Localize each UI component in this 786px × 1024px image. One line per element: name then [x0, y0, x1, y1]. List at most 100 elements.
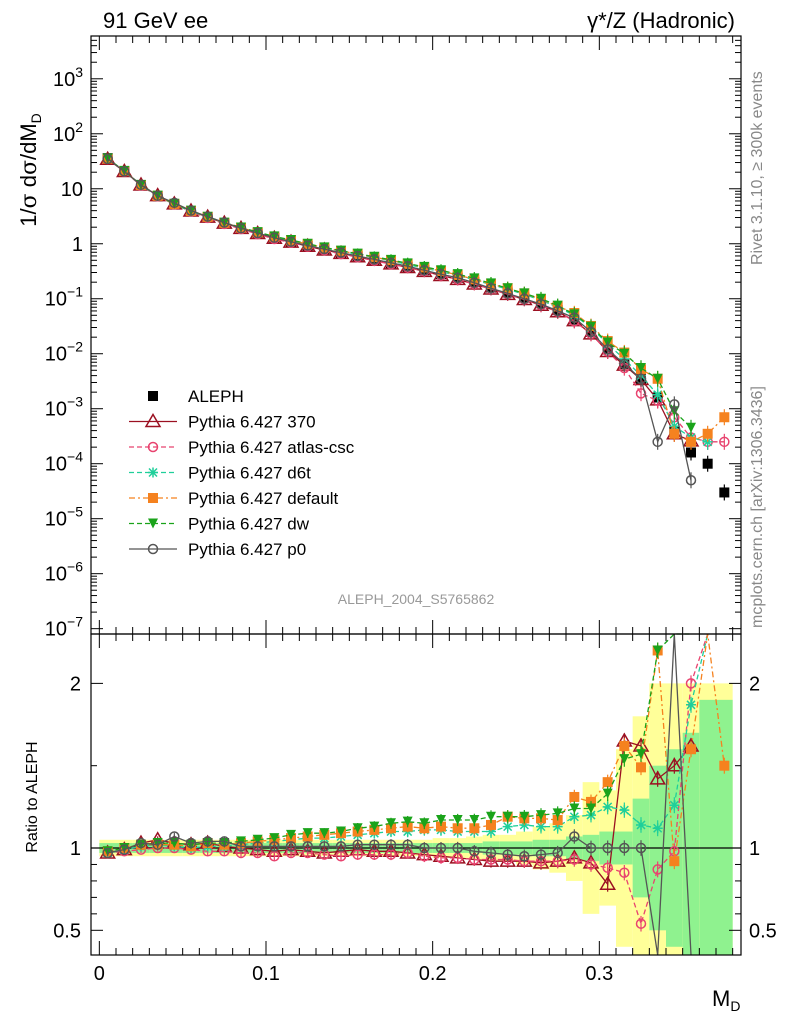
ratio-point: [519, 850, 530, 862]
header-right: γ*/Z (Hadronic): [587, 8, 735, 33]
ratio-point: [152, 839, 163, 850]
x-tick-label: 0.2: [419, 963, 447, 985]
main-point: [702, 436, 713, 447]
ratio-point: [469, 815, 480, 826]
y-tick-label: 10−4: [45, 449, 83, 476]
main-point: [119, 166, 130, 177]
ratio-point: [436, 815, 446, 826]
main-point: [335, 247, 347, 258]
ratio-series: [99, 633, 730, 956]
ratio-point: [652, 823, 663, 834]
main-point: [152, 190, 163, 202]
legend-label: Pythia 6.427 atlas-csc: [188, 438, 355, 457]
ratio-point: [602, 801, 613, 812]
ratio-point: [635, 842, 647, 854]
main-point: [185, 205, 197, 216]
ratio-y-tick-label: 2: [70, 673, 81, 695]
main-point: [685, 475, 697, 486]
main-point: [519, 293, 530, 304]
ratio-point: [686, 699, 696, 710]
y-axis-title: 1/σ dσ/dMD: [16, 113, 44, 227]
main-point: [385, 257, 397, 269]
main-point: [702, 428, 713, 439]
y-tick-label: 10−7: [45, 614, 83, 641]
legend-label: Pythia 6.427 d6t: [188, 464, 311, 483]
main-point: [535, 298, 547, 310]
legend-entry: Pythia 6.427 atlas-csc: [129, 438, 355, 457]
main-point: [235, 223, 247, 234]
ratio-point: [435, 842, 447, 854]
ratio-point: [436, 821, 446, 832]
main-point: [635, 373, 647, 385]
main-point: [652, 436, 663, 448]
main-point: [702, 458, 713, 469]
ratio-point: [452, 815, 463, 826]
ratio-point: [285, 841, 297, 852]
ratio-y-tick-label: 1: [70, 838, 81, 860]
main-point: [469, 277, 480, 289]
main-point: [369, 254, 380, 265]
legend-marker: [147, 441, 159, 453]
ratio-point: [619, 740, 630, 751]
main-point: [602, 344, 613, 355]
ratio-point: [719, 760, 730, 771]
y-tick-label: 10−6: [45, 559, 83, 586]
legend-marker: [148, 391, 158, 401]
main-point: [669, 428, 680, 439]
main-point: [652, 373, 663, 384]
ratio-point: [602, 842, 613, 854]
ratio-point: [569, 854, 580, 865]
legend-label: Pythia 6.427 p0: [188, 540, 306, 559]
ratio-point: [666, 757, 683, 772]
ratio-point: [469, 846, 480, 857]
ratio-point: [402, 839, 413, 850]
ratio-point: [419, 842, 430, 854]
ratio-point: [485, 847, 497, 859]
main-point: [719, 436, 730, 448]
ratio-point: [619, 867, 630, 878]
main-point: [485, 283, 497, 294]
main-point: [402, 260, 413, 272]
legend-entry: ALEPH: [148, 387, 244, 406]
ratio-point: [452, 842, 463, 854]
legend-label: Pythia 6.427 dw: [188, 515, 310, 534]
ratio-point: [649, 770, 666, 785]
main-point: [352, 250, 363, 262]
ratio-point: [369, 839, 380, 850]
main-point: [686, 436, 696, 447]
main-point: [302, 240, 313, 251]
ratio-y-tick-label: 0.5: [53, 920, 81, 942]
ratio-point: [619, 842, 630, 854]
ratio-point: [402, 816, 413, 827]
ratio-inner-band: [682, 732, 700, 955]
ratio-point: [569, 791, 580, 802]
ratio-point: [252, 841, 263, 852]
legend-marker: [148, 493, 158, 503]
main-point: [569, 312, 580, 324]
y-tick-label: 10−2: [45, 339, 83, 366]
main-point: [169, 197, 180, 209]
ratio-point: [169, 831, 180, 842]
main-point: [652, 389, 663, 400]
ratio-point: [636, 819, 646, 830]
main-point: [719, 412, 730, 423]
main-point: [619, 358, 630, 370]
ratio-point: [452, 823, 463, 834]
ratio-point: [302, 841, 313, 852]
main-point: [686, 447, 696, 458]
ratio-point: [419, 818, 430, 829]
main-point: [319, 243, 330, 255]
main-point: [552, 305, 563, 317]
ratio-point: [185, 837, 197, 849]
main-point: [135, 179, 147, 191]
ratio-point: [602, 862, 613, 874]
ratio-point: [235, 841, 247, 852]
ratio-point: [486, 826, 496, 837]
ratio-point: [369, 821, 380, 832]
main-series: [99, 150, 730, 501]
main-point: [686, 422, 696, 433]
y-tick-label: 10−1: [45, 284, 83, 311]
main-point: [636, 363, 646, 374]
ratio-point: [585, 859, 597, 870]
